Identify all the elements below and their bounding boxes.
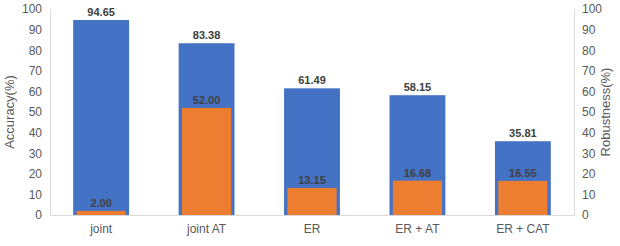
bar (389, 95, 445, 215)
data-label: 83.38 (193, 29, 221, 41)
data-label: 61.49 (298, 74, 326, 86)
bar (498, 181, 547, 215)
tick-label: 20 (29, 167, 43, 181)
axis-line (574, 10, 575, 216)
tick: 10 (29, 188, 50, 202)
tick: 90 (574, 23, 596, 37)
tick-label: ER + CAT (496, 222, 550, 236)
tick-label: 30 (582, 147, 596, 161)
bar (287, 188, 336, 215)
tick: 60 (574, 85, 596, 99)
tick: 30 (574, 147, 596, 161)
axis-line (50, 10, 51, 216)
tick: 70 (29, 64, 50, 78)
tick-label: 20 (582, 167, 596, 181)
plot: 0 10 20 30 40 50 60 70 80 90 100 0 10 20 30 40 50 60 70 80 9… (22, 2, 602, 235)
tick-label: 100 (22, 2, 42, 16)
axis-line (51, 215, 575, 216)
tick-label: 70 (29, 64, 43, 78)
tick: 40 (574, 126, 596, 140)
data-label: 35.81 (509, 127, 537, 139)
tick: 100 (22, 2, 50, 16)
tick-label: 90 (582, 23, 596, 37)
data-label: 2.00 (90, 197, 111, 209)
tick-label: 10 (582, 188, 596, 202)
tick-label: 50 (582, 105, 596, 119)
bars (73, 20, 551, 215)
tick: 40 (29, 126, 50, 140)
tick: ER + CAT (496, 215, 550, 236)
tick: 20 (574, 167, 596, 181)
tick: 80 (29, 44, 50, 58)
bar (179, 43, 235, 215)
bar (77, 211, 126, 215)
tick-label: 50 (29, 105, 43, 119)
tick-label: 0 (35, 208, 42, 222)
tick-label: 80 (29, 44, 43, 58)
tick: 100 (574, 2, 602, 16)
data-label: 94.65 (87, 6, 115, 18)
axis-title: Accuracy(%) (2, 75, 17, 149)
chart: 0 10 20 30 40 50 60 70 80 90 100 0 10 20 30 40 50 60 70 80 9… (0, 0, 620, 246)
tick-label: 30 (29, 147, 43, 161)
tick: 30 (29, 147, 50, 161)
data-label: 13.15 (298, 174, 326, 186)
tick-label: 100 (582, 2, 602, 16)
tick-label: 60 (29, 85, 43, 99)
tick: 50 (574, 105, 596, 119)
x-axis: joint joint AT ER ER + AT ER + CAT (51, 215, 575, 236)
data-label: 16.55 (509, 167, 537, 179)
tick-label: joint (89, 222, 113, 236)
tick-label: 70 (582, 64, 596, 78)
series-bars (77, 108, 548, 215)
data-label: 16.68 (404, 167, 432, 179)
tick: 0 (574, 208, 589, 222)
tick: 20 (29, 167, 50, 181)
tick: 60 (29, 85, 50, 99)
tick-label: 80 (582, 44, 596, 58)
bar (495, 141, 551, 215)
tick-label: ER + AT (395, 222, 440, 236)
data-labels: 94.65 83.38 61.49 58.15 35.81 2.00 52.00 13.15 1… (87, 6, 536, 209)
tick: ER (304, 215, 321, 236)
tick-label: 10 (29, 188, 43, 202)
y-axis: 0 10 20 30 40 50 60 70 80 90 100 (22, 2, 51, 222)
bar (182, 108, 231, 215)
data-label: 58.15 (404, 81, 432, 93)
series-bars (73, 20, 551, 215)
tick-label: 60 (582, 85, 596, 99)
tick-label: 40 (582, 126, 596, 140)
tick: joint AT (186, 215, 227, 236)
tick: ER + AT (395, 215, 440, 236)
data-label: 52.00 (193, 94, 221, 106)
tick-label: joint AT (186, 222, 227, 236)
tick: joint (89, 215, 113, 236)
tick: 0 (35, 208, 50, 222)
tick-label: 0 (582, 208, 589, 222)
tick: 50 (29, 105, 50, 119)
tick: 90 (29, 23, 50, 37)
tick: 10 (574, 188, 596, 202)
axis-title: Robustness(%) (598, 68, 613, 157)
tick: 70 (574, 64, 596, 78)
tick-label: 90 (29, 23, 43, 37)
bar (73, 20, 129, 215)
tick-label: ER (304, 222, 321, 236)
tick-label: 40 (29, 126, 43, 140)
bar (393, 181, 442, 215)
bar (284, 88, 340, 215)
tick: 80 (574, 44, 596, 58)
